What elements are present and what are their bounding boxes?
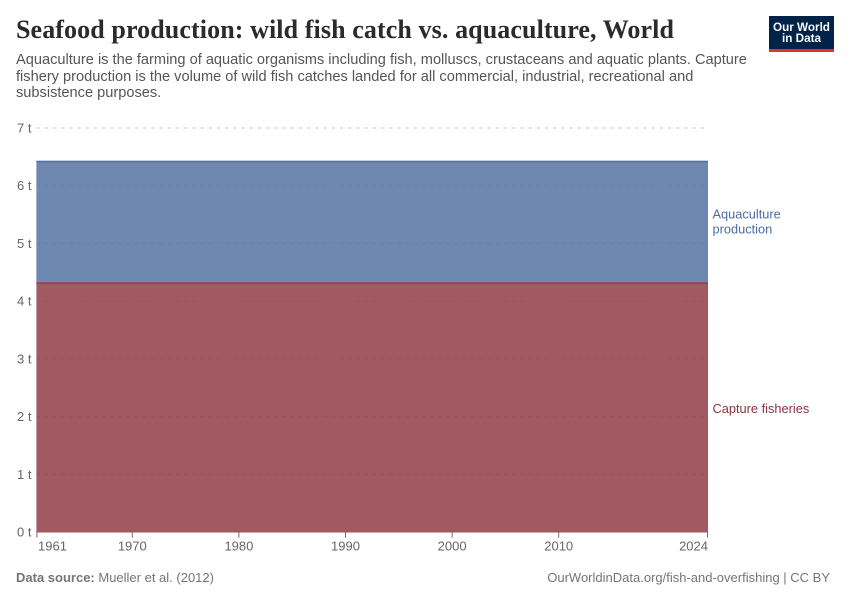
svg-text:1970: 1970 bbox=[118, 539, 147, 554]
svg-text:2024: 2024 bbox=[679, 539, 708, 554]
svg-text:2 t: 2 t bbox=[17, 409, 32, 424]
svg-text:2010: 2010 bbox=[544, 539, 573, 554]
svg-text:3 t: 3 t bbox=[17, 351, 32, 366]
svg-text:1990: 1990 bbox=[331, 539, 360, 554]
svg-text:production: production bbox=[713, 222, 773, 237]
svg-text:5 t: 5 t bbox=[17, 236, 32, 251]
svg-text:Aquaculture: Aquaculture bbox=[713, 207, 781, 222]
svg-text:6 t: 6 t bbox=[17, 178, 32, 193]
svg-text:4 t: 4 t bbox=[17, 294, 32, 309]
svg-text:1 t: 1 t bbox=[17, 467, 32, 482]
svg-text:2000: 2000 bbox=[438, 539, 467, 554]
svg-text:7 t: 7 t bbox=[17, 121, 32, 136]
svg-text:1980: 1980 bbox=[224, 539, 253, 554]
svg-text:1961: 1961 bbox=[38, 539, 67, 554]
svg-text:0 t: 0 t bbox=[17, 525, 32, 540]
svg-text:Capture fisheries: Capture fisheries bbox=[713, 401, 810, 416]
